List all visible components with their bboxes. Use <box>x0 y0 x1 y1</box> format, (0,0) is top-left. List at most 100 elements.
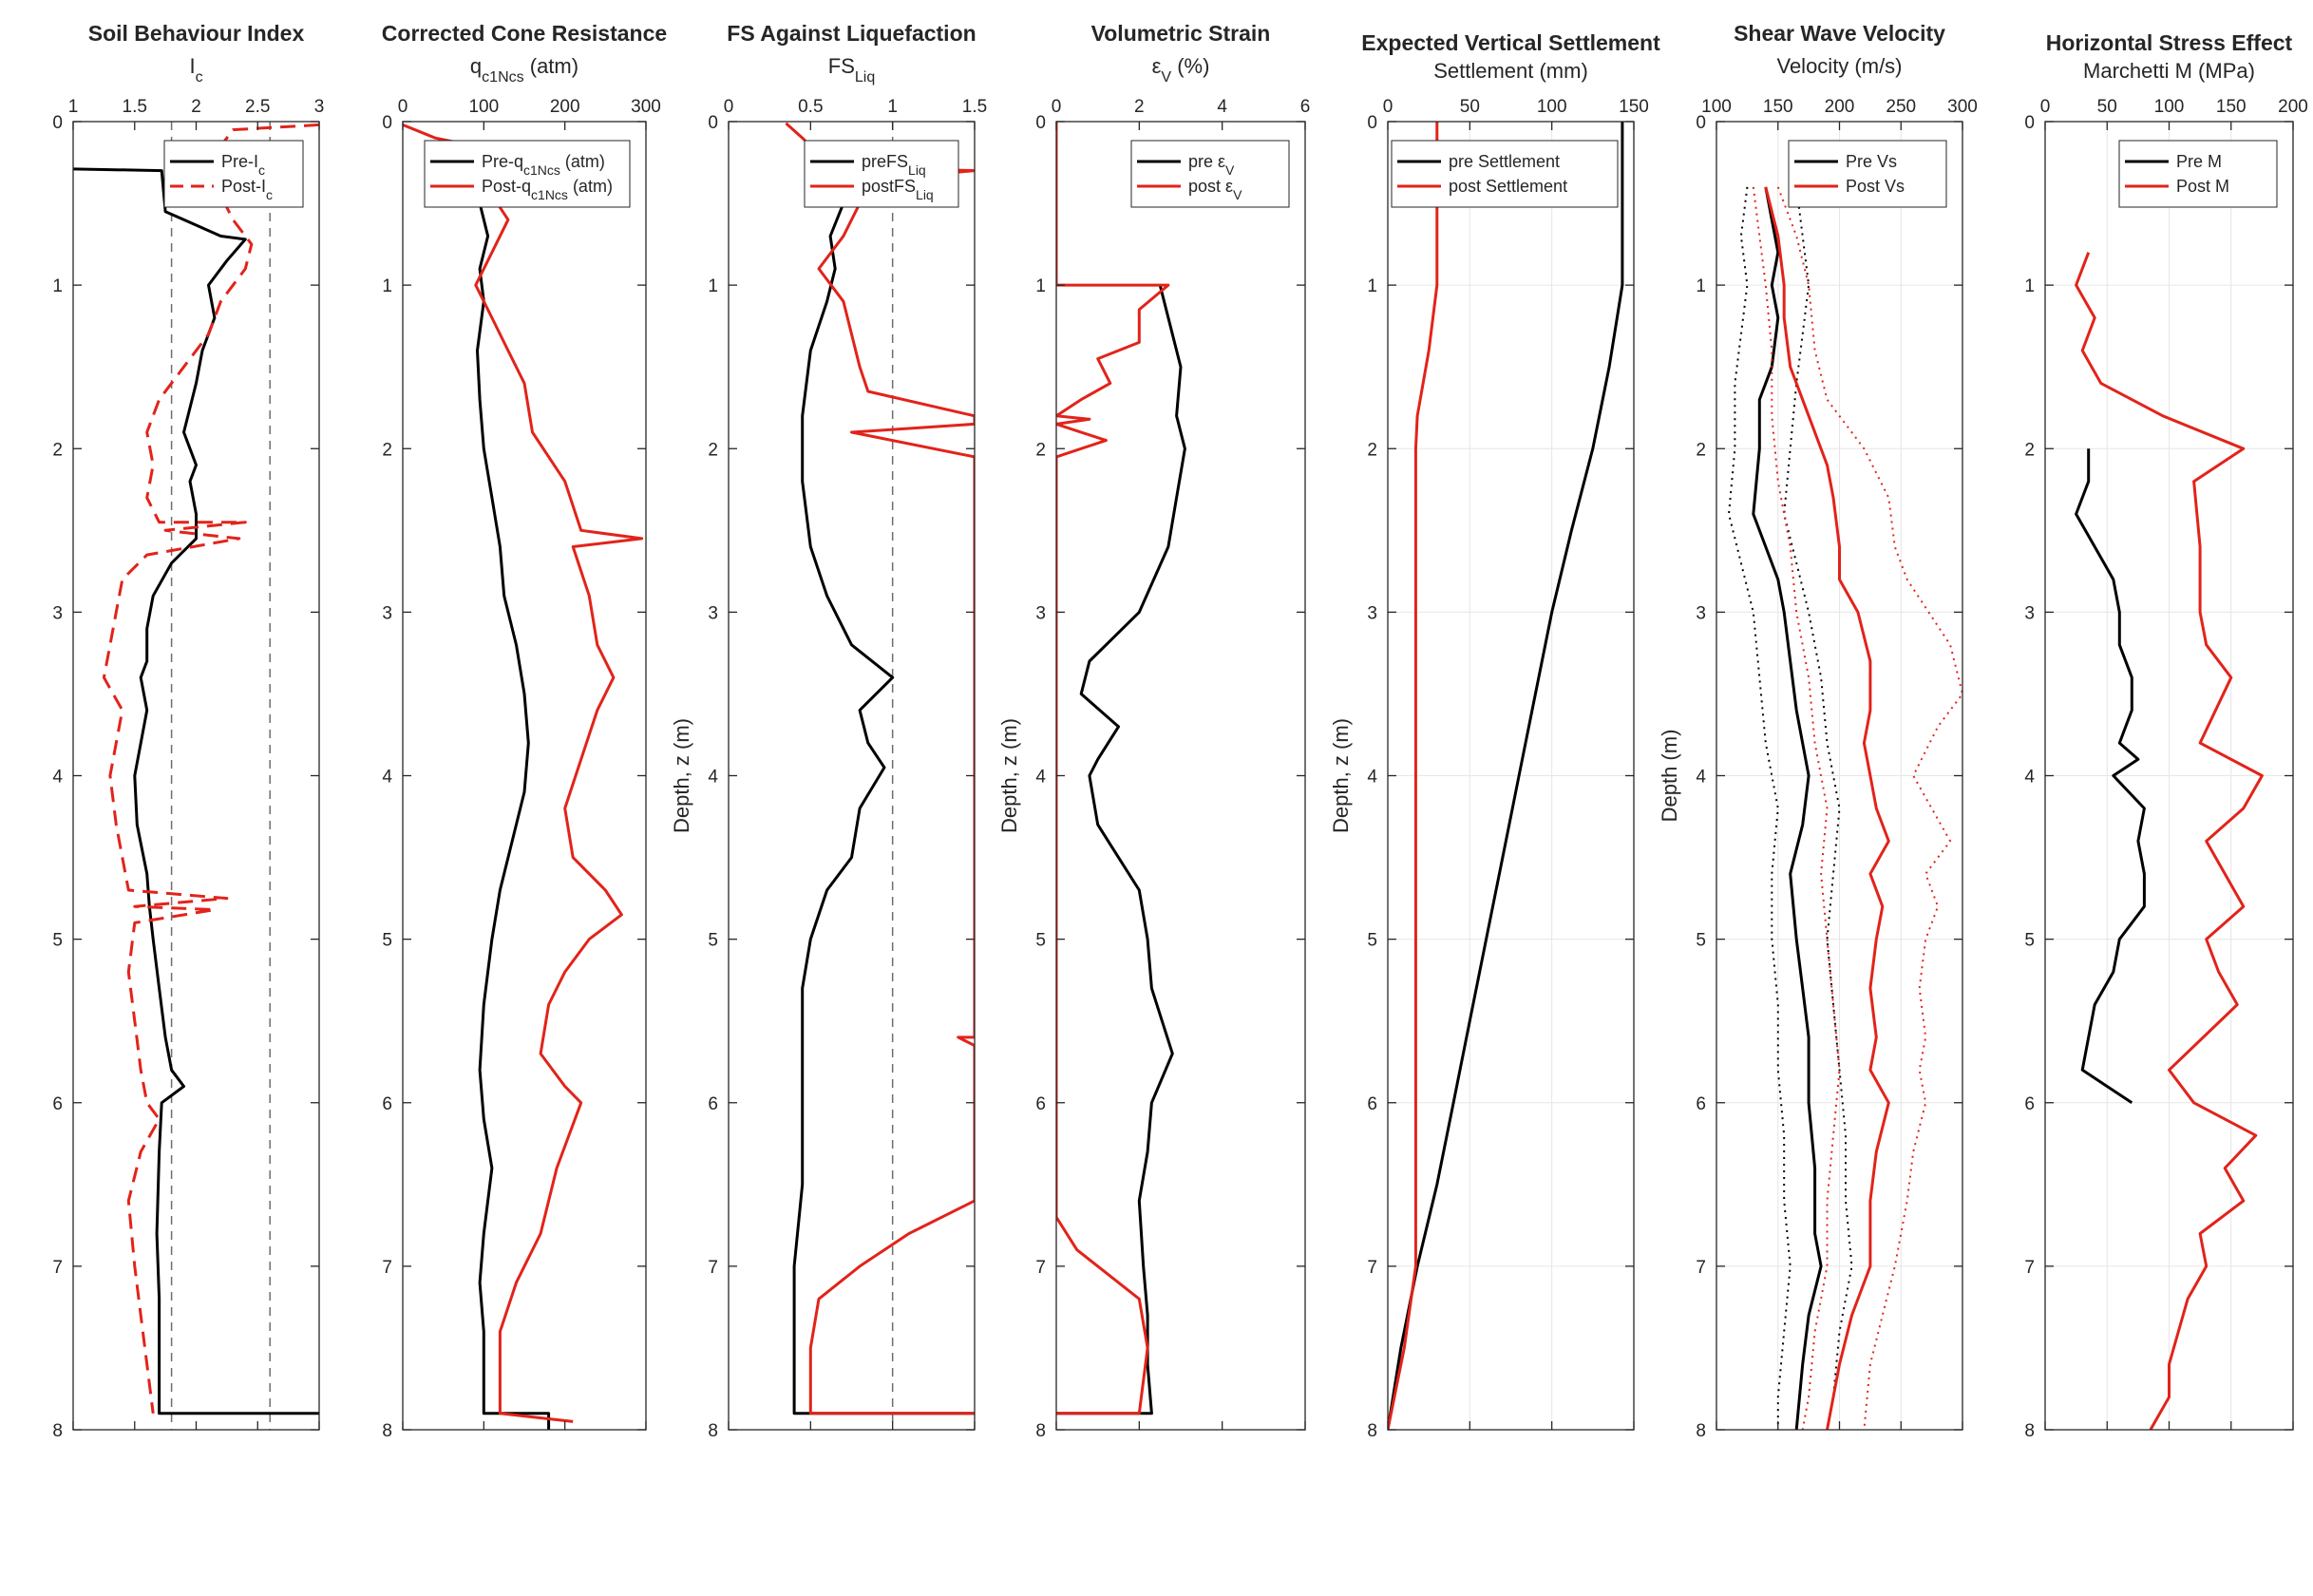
y-tick-label: 3 <box>1696 603 1706 623</box>
y-tick-label: 7 <box>1696 1258 1706 1278</box>
legend-entry: post Settlement <box>1449 177 1567 196</box>
x-tick-label: 150 <box>1619 97 1649 117</box>
legend-entry: postFSLiq <box>862 177 934 202</box>
series-line-pre-m <box>2075 448 2146 1105</box>
legend-label: Post-I <box>221 177 266 196</box>
chart-title: Soil Behaviour Index <box>88 21 305 46</box>
y-tick-label: 7 <box>708 1258 718 1278</box>
y-tick-label: 5 <box>382 931 392 951</box>
x-tick-label: 150 <box>1763 97 1793 117</box>
y-tick-label: 4 <box>2024 768 2035 788</box>
y-tick-label: 5 <box>1696 931 1706 951</box>
x-tick-label: 300 <box>631 97 661 117</box>
legend-box <box>1788 140 1947 208</box>
legend-entry: Post M <box>2176 177 2229 196</box>
series-line-pre-v <box>1056 284 1186 1416</box>
series-line-post-i-c <box>102 123 319 1414</box>
legend-entry: Post Vs <box>1846 177 1905 196</box>
x-tick-label: 50 <box>1460 97 1480 117</box>
y-tick-label: 4 <box>1367 768 1377 788</box>
legend: Pre-qc1Ncs (atm)Post-qc1Ncs (atm) <box>424 140 631 208</box>
y-tick-label: 5 <box>2024 931 2035 951</box>
y-tick-label: 8 <box>382 1421 392 1441</box>
y-tick-label: 4 <box>708 768 718 788</box>
y-tick-label: 5 <box>1367 931 1377 951</box>
y-tick-label: 2 <box>1367 440 1377 460</box>
x-tick-label: 300 <box>1947 97 1978 117</box>
legend-label: Pre-q <box>482 152 523 171</box>
legend-label-subscript: c1Ncs <box>531 187 568 202</box>
legend-entry: Post-Ic <box>221 177 273 202</box>
panel-6: 100 150 200 250 300 0 1 2 3 4 5 6 7 8 Shear Wave Veloc… <box>1658 21 1978 1441</box>
x-tick-label: 0 <box>2040 97 2051 117</box>
x-tick-label: 100 <box>1701 97 1732 117</box>
series-line-post-bound <box>1776 186 1962 1430</box>
legend-label-subscript: Liq <box>908 162 926 178</box>
y-tick-label: 0 <box>708 113 718 133</box>
y-tick-label: 3 <box>708 603 718 623</box>
y-tick-label: 3 <box>1367 603 1377 623</box>
x-tick-label: 4 <box>1217 97 1227 117</box>
x-axis-label-main: ε <box>1152 54 1162 78</box>
x-axis-label-main: FS <box>828 54 855 78</box>
y-tick-label: 3 <box>382 603 392 623</box>
x-axis-label-subscript: Liq <box>855 69 875 86</box>
y-tick-label: 1 <box>1367 276 1377 296</box>
legend-entry: Pre M <box>2176 152 2222 171</box>
x-tick-label: 2 <box>191 97 201 117</box>
y-tick-label: 8 <box>2024 1421 2035 1441</box>
y-tick-label: 3 <box>2024 603 2035 623</box>
y-tick-label: 0 <box>1696 113 1706 133</box>
y-axis-label: Depth, z (m) <box>1329 718 1353 833</box>
y-tick-label: 6 <box>52 1094 63 1114</box>
series-line-post-vs <box>1764 186 1890 1430</box>
chart-title: Horizontal Stress Effect <box>2046 30 2293 55</box>
x-axis-label: qc1Ncs (atm) <box>470 54 578 86</box>
legend-label-subscript: c <box>258 162 265 178</box>
y-tick-label: 6 <box>1696 1094 1706 1114</box>
legend-box <box>424 140 631 208</box>
y-tick-label: 1 <box>52 276 63 296</box>
legend-label: Post-q <box>482 177 531 196</box>
y-tick-label: 3 <box>52 603 63 623</box>
x-axis-label: Settlement (mm) <box>1433 59 1588 83</box>
legend-box <box>2118 140 2278 208</box>
y-axis-label: Depth, z (m) <box>997 718 1021 833</box>
legend-entry: pre εV <box>1188 152 1235 178</box>
x-tick-label: 200 <box>550 97 580 117</box>
panel-7: 0 50 100 150 200 0 1 2 3 4 5 6 7 8 Horizontal Stress E… <box>2024 30 2307 1441</box>
x-tick-label: 1 <box>887 97 898 117</box>
x-tick-label: 0.5 <box>798 97 823 117</box>
legend-entry: preFSLiq <box>862 152 926 178</box>
y-tick-label: 6 <box>2024 1094 2035 1114</box>
y-tick-label: 7 <box>52 1258 63 1278</box>
legend-box <box>804 140 959 208</box>
x-tick-label: 0 <box>1383 97 1393 117</box>
legend-box <box>1391 140 1619 208</box>
legend: Pre Vs Post Vs <box>1788 140 1947 208</box>
x-axis-label-unit: (%) <box>1171 54 1209 78</box>
series-line-post-bound <box>1752 186 1841 1430</box>
y-tick-label: 8 <box>1035 1421 1046 1441</box>
legend-entry: post εV <box>1188 177 1242 202</box>
y-tick-label: 5 <box>52 931 63 951</box>
series-line-prefs-liq <box>792 202 975 1416</box>
x-axis-label: FSLiq <box>828 54 875 86</box>
chart-title: Shear Wave Velocity <box>1734 21 1945 46</box>
x-tick-label: 0 <box>724 97 734 117</box>
legend-label-subscript: c1Ncs <box>523 162 560 178</box>
y-tick-label: 7 <box>382 1258 392 1278</box>
x-tick-label: 100 <box>2154 97 2185 117</box>
series-line-pre-bound <box>1783 186 1853 1430</box>
y-tick-label: 0 <box>1035 113 1046 133</box>
legend-label: Pre Vs <box>1846 152 1897 171</box>
y-tick-label: 4 <box>52 768 63 788</box>
y-tick-label: 7 <box>1367 1258 1377 1278</box>
x-tick-label: 100 <box>468 97 499 117</box>
y-tick-label: 6 <box>1035 1094 1046 1114</box>
legend-label-unit: (atm) <box>560 152 605 171</box>
panel-5: 0 50 100 150 0 1 2 3 4 5 6 7 8 Expected Vertical Sett… <box>1329 30 1660 1441</box>
